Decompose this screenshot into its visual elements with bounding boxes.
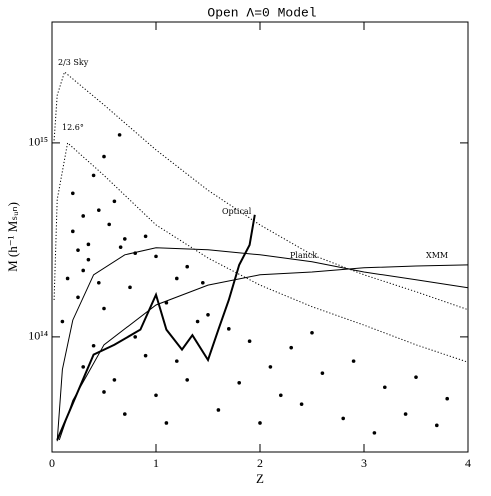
cluster-point <box>195 319 200 324</box>
cluster-point <box>102 154 106 159</box>
cluster-point <box>81 268 85 273</box>
cluster-point <box>403 412 408 416</box>
cluster-point <box>112 378 117 382</box>
cluster-point <box>247 339 252 344</box>
cluster-point <box>102 306 106 311</box>
cluster-point <box>237 380 241 385</box>
curve-label: Planck <box>290 251 317 260</box>
cluster-point <box>112 199 117 204</box>
cluster-point <box>123 237 127 241</box>
curve-label: 2/3 Sky <box>58 58 89 67</box>
curve-label: XMM <box>426 251 448 260</box>
cluster-point <box>143 234 148 239</box>
curve <box>58 264 469 441</box>
cluster-point <box>154 254 158 259</box>
cluster-point <box>76 295 80 300</box>
cluster-point <box>258 421 262 425</box>
x-tick-label: 1 <box>153 456 159 470</box>
curve-label: 12.6° <box>62 123 84 132</box>
cluster-point <box>143 353 148 358</box>
cluster-point <box>107 222 111 227</box>
cluster-point <box>164 300 169 305</box>
cluster-point <box>97 281 101 285</box>
cluster-point <box>341 416 346 421</box>
cluster-point <box>372 431 377 435</box>
chart-title: Open Λ=0 Model <box>207 5 316 20</box>
x-axis-label: Z <box>256 471 264 486</box>
cluster-point <box>175 359 179 363</box>
cluster-point <box>86 257 91 262</box>
cluster-point <box>279 393 283 398</box>
cluster-point <box>76 248 80 252</box>
cluster-point <box>289 345 294 350</box>
cluster-point <box>91 173 96 178</box>
cluster-point <box>445 396 450 401</box>
cluster-point <box>216 408 221 412</box>
y-tick-label: 10¹⁵ <box>28 135 48 149</box>
cluster-point <box>60 319 65 324</box>
cluster-point <box>65 276 70 281</box>
cluster-point <box>310 330 314 335</box>
cluster-point <box>97 208 101 212</box>
cluster-point <box>133 335 137 339</box>
cluster-point <box>185 378 189 382</box>
cluster-point <box>299 402 304 406</box>
x-tick-label: 4 <box>465 456 471 470</box>
y-axis-label: M (h⁻¹ Mₛᵤₙ) <box>5 202 20 272</box>
cluster-point <box>71 229 75 234</box>
cluster-point <box>227 327 231 331</box>
cluster-point <box>435 423 439 428</box>
cluster-point <box>71 191 75 196</box>
curve <box>56 247 469 442</box>
cluster-point <box>123 412 127 416</box>
cluster-point <box>185 264 189 269</box>
cluster-point <box>351 359 356 363</box>
cluster-point <box>175 276 179 281</box>
plot-frame <box>51 21 469 453</box>
x-tick-label: 2 <box>257 456 263 470</box>
cluster-point <box>118 245 123 249</box>
cluster-point <box>102 390 106 394</box>
cluster-point <box>201 281 205 285</box>
cluster-point <box>86 242 91 247</box>
curve-label: Optical <box>222 207 252 216</box>
cluster-point <box>268 365 273 369</box>
x-tick-label: 3 <box>361 456 367 470</box>
cluster-point <box>128 285 132 290</box>
cluster-point <box>383 385 387 390</box>
cluster-point <box>206 312 210 317</box>
cluster-point <box>154 393 158 398</box>
cluster-point <box>320 371 325 375</box>
y-tick-label: 10¹⁴ <box>28 329 48 343</box>
cluster-point <box>414 375 418 379</box>
curve <box>53 141 469 363</box>
cluster-point <box>91 343 96 348</box>
cluster-point <box>164 421 169 425</box>
cluster-point <box>117 133 122 137</box>
cluster-point <box>81 365 85 369</box>
curve <box>56 214 256 441</box>
x-tick-label: 0 <box>49 456 55 470</box>
curve <box>53 71 469 311</box>
cluster-point <box>81 214 85 218</box>
cluster-point <box>133 251 137 256</box>
